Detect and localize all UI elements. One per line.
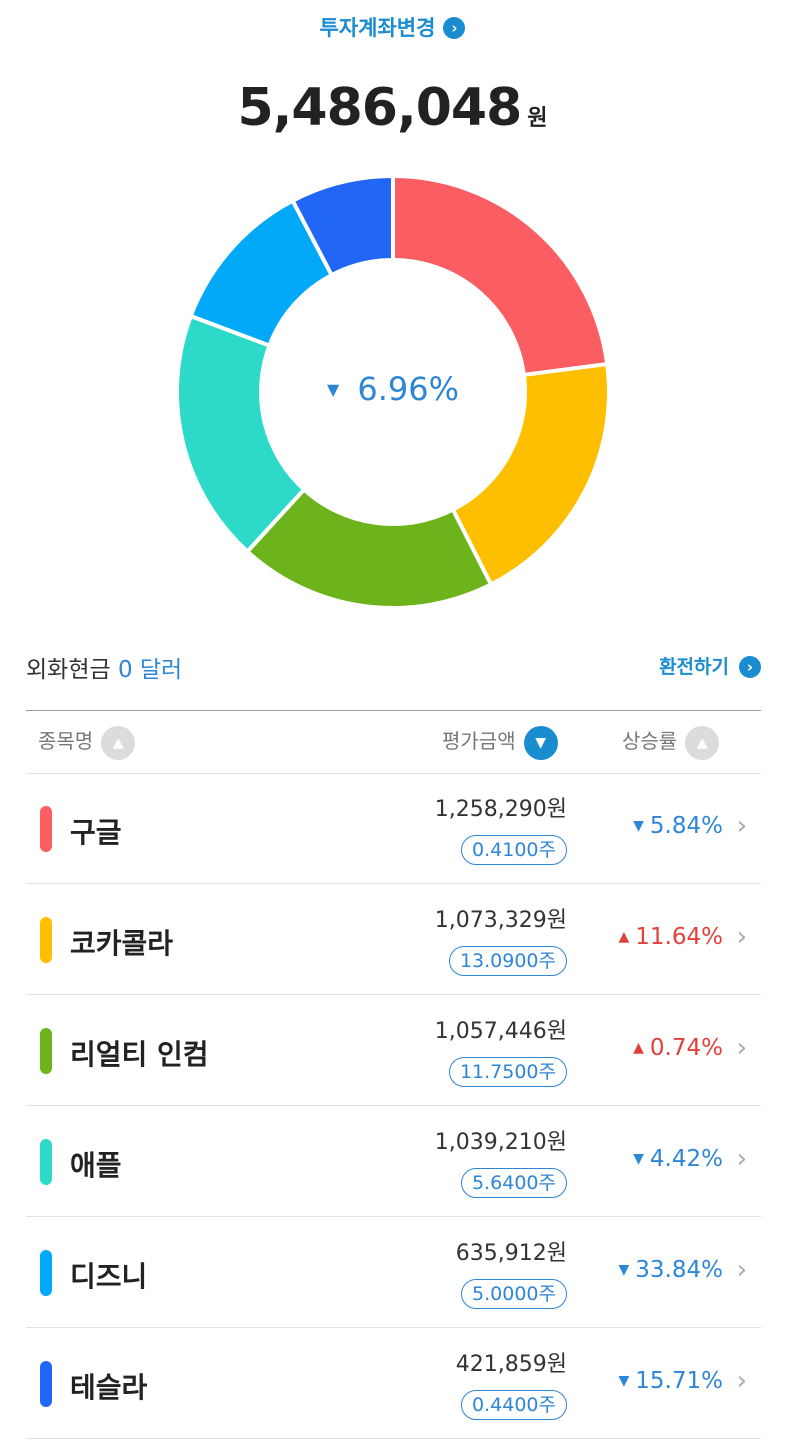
- sort-by-value[interactable]: 평가금액 ▼: [442, 725, 558, 760]
- holding-name: 테슬라: [70, 1371, 148, 1404]
- holding-row[interactable]: 코카콜라 1,073,329원 13.0900주 ▲ 11.64% ›: [26, 884, 761, 995]
- holding-name: 코카콜라: [70, 927, 174, 960]
- holding-row[interactable]: 애플 1,039,210원 5.6400주 ▼ 4.42% ›: [26, 1106, 761, 1217]
- holding-shares: 13.0900주: [448, 946, 567, 976]
- total-value: 5,486,048 원: [0, 78, 785, 138]
- holding-row[interactable]: 리얼티 인컴 1,057,446원 11.7500주 ▲ 0.74% ›: [26, 995, 761, 1106]
- holding-color-bar: [40, 917, 52, 963]
- portfolio-donut-chart: [175, 173, 611, 610]
- chevron-right-icon[interactable]: ›: [736, 811, 747, 841]
- holding-row[interactable]: 테슬라 421,859원 0.4400주 ▼ 15.71% ›: [26, 1328, 761, 1439]
- donut-slice-6: [289, 173, 395, 278]
- total-return-value: 6.96%: [357, 370, 459, 408]
- donut-slice-1: [391, 173, 610, 378]
- holding-name: 구글: [70, 816, 122, 849]
- holding-color-bar: [40, 1250, 52, 1296]
- holding-amount: 1,057,446원: [434, 1019, 567, 1044]
- holding-rate-value: 33.84%: [635, 1257, 723, 1283]
- holding-rate-value: 0.74%: [649, 1035, 723, 1061]
- sort-by-rate[interactable]: 상승률 ▲: [622, 725, 720, 760]
- holding-shares: 11.7500주: [448, 1057, 567, 1087]
- holding-rate: ▲ 11.64%: [619, 924, 723, 950]
- rate-arrow-icon: ▼: [618, 1262, 630, 1278]
- holding-shares: 5.0000주: [461, 1279, 567, 1309]
- holding-amount: 421,859원: [455, 1352, 567, 1377]
- rate-arrow-icon: ▼: [633, 1151, 644, 1167]
- account-switch-button[interactable]: 투자계좌변경 ›: [0, 12, 785, 42]
- holding-name: 리얼티 인컴: [70, 1038, 209, 1071]
- holding-shares: 5.6400주: [461, 1168, 567, 1198]
- exchange-button[interactable]: 환전하기 ›: [659, 652, 761, 679]
- holding-rate: ▲ 0.74%: [633, 1035, 723, 1061]
- chevron-right-icon[interactable]: ›: [736, 1144, 747, 1174]
- rate-arrow-icon: ▲: [633, 1040, 644, 1056]
- down-triangle-icon: ▼: [327, 380, 340, 399]
- total-return-rate: ▼ 6.96%: [171, 370, 615, 408]
- holding-rate: ▼ 15.71%: [619, 1368, 723, 1394]
- column-value-label: 평가금액: [442, 729, 516, 753]
- sort-up-icon[interactable]: ▲: [101, 725, 136, 760]
- holding-rate-value: 4.42%: [649, 1146, 723, 1172]
- chevron-right-icon: ›: [739, 656, 761, 678]
- holding-shares: 0.4100주: [461, 835, 567, 865]
- rate-arrow-icon: ▲: [618, 929, 630, 945]
- donut-slice-2: [450, 361, 611, 588]
- holding-color-bar: [40, 1028, 52, 1074]
- holdings-table-header: 종목명 ▲ 평가금액 ▼ 상승률 ▲: [26, 710, 761, 774]
- chevron-right-icon: ›: [443, 17, 466, 39]
- holding-name: 애플: [70, 1149, 122, 1182]
- total-unit: 원: [527, 106, 548, 131]
- sort-down-icon[interactable]: ▼: [523, 725, 558, 760]
- holdings-list: 구글 1,258,290원 0.4100주 ▼ 5.84% › 코카콜라 1,07…: [26, 773, 761, 1439]
- holding-shares: 0.4400주: [461, 1390, 567, 1420]
- sort-up-icon[interactable]: ▲: [685, 725, 720, 760]
- holding-name: 디즈니: [70, 1260, 148, 1293]
- chevron-right-icon[interactable]: ›: [736, 1366, 747, 1396]
- foreign-cash-row: 외화현금 0 달러 환전하기 ›: [26, 650, 761, 690]
- holding-rate-value: 15.71%: [635, 1368, 723, 1394]
- exchange-label: 환전하기: [659, 656, 729, 678]
- chevron-right-icon[interactable]: ›: [736, 922, 747, 952]
- holding-amount: 1,073,329원: [434, 908, 567, 933]
- holding-rate: ▼ 5.84%: [633, 813, 723, 839]
- account-switch-label: 투자계좌변경: [319, 16, 436, 40]
- sort-by-name[interactable]: 종목명 ▲: [38, 725, 136, 760]
- holding-color-bar: [40, 806, 52, 852]
- holding-amount: 1,258,290원: [434, 797, 567, 822]
- rate-arrow-icon: ▼: [633, 818, 644, 834]
- holding-amount: 635,912원: [455, 1241, 567, 1266]
- holding-color-bar: [40, 1361, 52, 1407]
- holding-rate: ▼ 33.84%: [619, 1257, 723, 1283]
- rate-arrow-icon: ▼: [618, 1373, 630, 1389]
- foreign-cash: 외화현금 0 달러: [26, 650, 182, 684]
- holding-rate-value: 11.64%: [635, 924, 723, 950]
- chevron-right-icon[interactable]: ›: [736, 1033, 747, 1063]
- holding-row[interactable]: 구글 1,258,290원 0.4100주 ▼ 5.84% ›: [26, 773, 761, 884]
- holding-row[interactable]: 디즈니 635,912원 5.0000주 ▼ 33.84% ›: [26, 1217, 761, 1328]
- holding-rate: ▼ 4.42%: [633, 1146, 723, 1172]
- holding-rate-value: 5.84%: [649, 813, 723, 839]
- foreign-cash-label: 외화현금: [26, 657, 111, 683]
- total-amount: 5,486,048: [237, 78, 522, 138]
- donut-slice-3: [244, 486, 494, 610]
- foreign-cash-value: 0 달러: [117, 657, 183, 683]
- holding-color-bar: [40, 1139, 52, 1185]
- column-name-label: 종목명: [38, 729, 94, 753]
- chevron-right-icon[interactable]: ›: [736, 1255, 747, 1285]
- column-rate-label: 상승률: [622, 729, 678, 753]
- holding-amount: 1,039,210원: [434, 1130, 567, 1155]
